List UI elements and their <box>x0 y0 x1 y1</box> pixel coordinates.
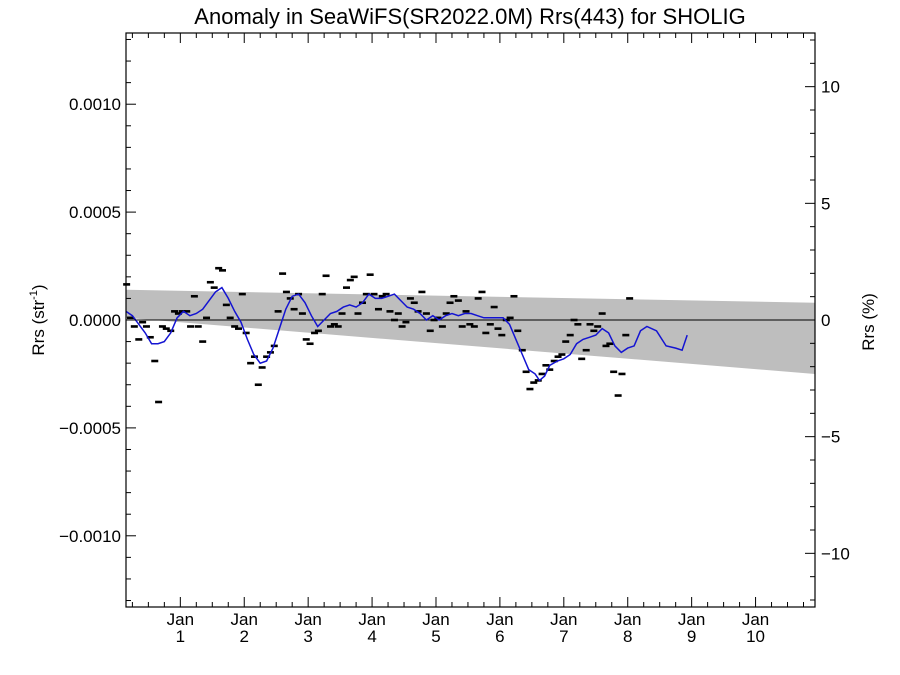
x-tick-month: Jan <box>742 610 769 629</box>
x-tick-year: 6 <box>495 627 504 646</box>
y-axis-label-right: Rrs (%) <box>859 293 878 351</box>
x-tick-year: 2 <box>240 627 249 646</box>
y-right-tick-label: 10 <box>821 78 840 97</box>
y-tick-label: −0.0005 <box>59 419 121 438</box>
smoothed-series-line <box>125 286 688 382</box>
x-tick-year: 9 <box>687 627 696 646</box>
y-right-tick-label: −10 <box>821 544 850 563</box>
y-axis-label-left: Rrs (str-1) <box>28 284 48 355</box>
y-tick-label: 0.0010 <box>69 95 121 114</box>
chart-title: Anomaly in SeaWiFS(SR2022.0M) Rrs(443) f… <box>194 4 745 29</box>
plot-area: 0.0010 0.0005 0.0000 −0.0005 −0.0010 10 5 0 −5 −1… <box>59 32 850 646</box>
x-tick-month: Jan <box>231 610 258 629</box>
x-tick-year: 1 <box>176 627 185 646</box>
x-tick-year: 5 <box>431 627 440 646</box>
x-tick-year: 4 <box>367 627 376 646</box>
y-right-tick-label: 5 <box>821 194 830 213</box>
x-tick-year: 7 <box>559 627 568 646</box>
y-right-tick-label: 0 <box>821 311 830 330</box>
x-tick-year: 3 <box>303 627 312 646</box>
trend-band <box>126 289 815 374</box>
x-tick-year: 8 <box>623 627 632 646</box>
x-tick-month: Jan <box>614 610 641 629</box>
x-tick-month: Jan <box>294 610 321 629</box>
y-right-tick-label: −5 <box>821 428 840 447</box>
y-tick-label: 0.0000 <box>69 311 121 330</box>
x-tick-month: Jan <box>550 610 577 629</box>
x-tick-month: Jan <box>167 610 194 629</box>
x-tick-month: Jan <box>678 610 705 629</box>
x-tick-month: Jan <box>486 610 513 629</box>
y-tick-label: −0.0010 <box>59 527 121 546</box>
x-tick-month: Jan <box>358 610 385 629</box>
x-tick-year: 10 <box>746 627 765 646</box>
y-tick-label: 0.0005 <box>69 203 121 222</box>
x-tick-month: Jan <box>422 610 449 629</box>
